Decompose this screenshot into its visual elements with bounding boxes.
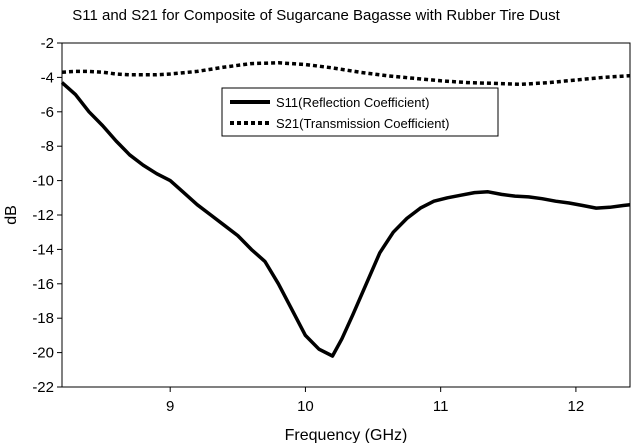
y-tick-label: -18	[32, 310, 54, 327]
y-tick-label: -10	[32, 173, 54, 190]
legend: S11(Reflection Coefficient) S21(Transmis…	[221, 87, 499, 137]
x-axis-label: Frequency (GHz)	[285, 427, 408, 443]
series-layer	[60, 61, 631, 358]
y-tick-label: -2	[41, 35, 54, 52]
y-tick-label: -14	[32, 241, 54, 258]
chart-title: S11 and S21 for Composite of Sugarcane B…	[72, 7, 560, 24]
x-tick-label: 10	[297, 398, 314, 415]
y-tick-label: -20	[32, 345, 54, 362]
y-tick-label: -16	[32, 276, 54, 293]
x-tick-label: 12	[568, 398, 585, 415]
y-tick-label: -8	[41, 138, 54, 155]
x-tick-label: 11	[433, 398, 449, 415]
legend-label-s21: S21(Transmission Coefficient)	[276, 116, 449, 131]
y-tick-label: -4	[41, 69, 54, 86]
legend-box	[221, 87, 499, 137]
s11-series-line	[60, 81, 631, 358]
y-tick-label: -22	[32, 379, 54, 396]
y-axis-label: dB	[3, 205, 20, 225]
y-axis-ticks: -2 -4 -6 -8 -10 -12 -14 -16 -18 -20 -22	[32, 35, 62, 396]
y-tick-label: -6	[41, 104, 54, 121]
x-tick-label: 9	[166, 398, 174, 415]
legend-label-s11: S11(Reflection Coefficient)	[276, 95, 429, 110]
x-axis-ticks: 9 10 11 12	[166, 387, 584, 415]
s21-series-line	[61, 61, 631, 87]
y-tick-label: -12	[32, 207, 54, 224]
